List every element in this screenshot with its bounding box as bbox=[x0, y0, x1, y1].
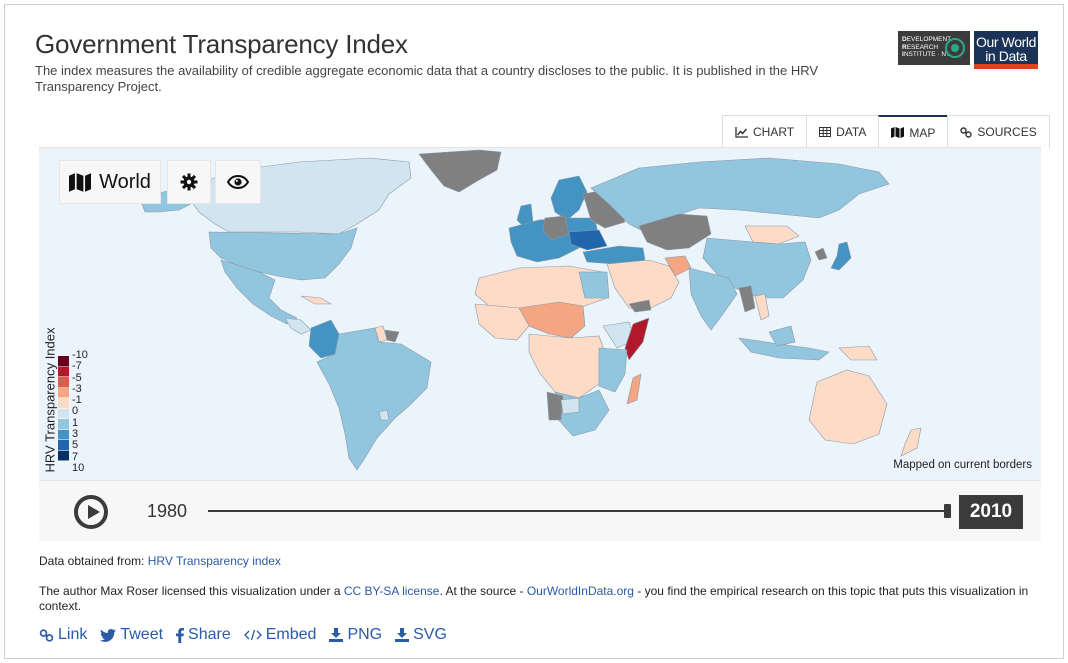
region-middle-east bbox=[606, 259, 680, 311]
our-world-in-data-logo[interactable]: Our World in Data bbox=[974, 31, 1038, 69]
link-icon bbox=[960, 126, 973, 138]
region-madagascar bbox=[626, 373, 642, 405]
region-turkey bbox=[582, 245, 646, 265]
legend-swatch bbox=[58, 398, 69, 409]
region-central-asia-no-data bbox=[638, 213, 712, 251]
region-australia bbox=[808, 369, 888, 445]
download-icon bbox=[395, 628, 410, 642]
visibility-button[interactable] bbox=[215, 160, 261, 204]
timeline-start-year: 1980 bbox=[147, 501, 188, 521]
region-scandinavia bbox=[550, 175, 588, 221]
tab-chart[interactable]: CHART bbox=[722, 115, 808, 148]
legend-swatch bbox=[58, 366, 69, 377]
legend-swatch bbox=[58, 356, 69, 367]
link-icon bbox=[39, 628, 54, 642]
legend-swatches bbox=[58, 356, 69, 461]
timeline-slider-handle[interactable] bbox=[944, 504, 951, 518]
region-central-africa bbox=[528, 333, 608, 399]
settings-button[interactable] bbox=[167, 160, 211, 204]
region-niger-chad bbox=[518, 301, 586, 339]
share-bar: Link Tweet Share Embed PNG SVG bbox=[39, 626, 447, 644]
legend-swatch bbox=[58, 408, 69, 419]
license-link[interactable]: CC BY-SA license bbox=[343, 584, 440, 598]
facebook-icon bbox=[176, 627, 185, 643]
borders-note: Mapped on current borders bbox=[893, 459, 1032, 471]
data-source: Data obtained from: HRV Transparency ind… bbox=[39, 554, 281, 568]
page-subtitle: The index measures the availability of c… bbox=[35, 63, 819, 94]
region-botswana bbox=[560, 397, 580, 415]
timeline-slider-track[interactable] bbox=[208, 510, 948, 512]
logos: DEVELOPMENT RESEARCH INSTITUTE · NYU Our… bbox=[898, 31, 1038, 69]
download-png-button[interactable]: PNG bbox=[329, 626, 382, 644]
map-viewport[interactable]: World HRV Transparency Index bbox=[39, 147, 1041, 480]
region-south-america bbox=[316, 327, 432, 471]
page-title: Government Transparency Index bbox=[35, 29, 408, 59]
facebook-share-button[interactable]: Share bbox=[176, 626, 231, 644]
region-east-africa bbox=[598, 347, 628, 393]
page-frame: Government Transparency Index The index … bbox=[4, 4, 1064, 659]
gear-icon bbox=[180, 173, 198, 191]
region-borneo bbox=[768, 325, 796, 347]
legend-swatch bbox=[58, 419, 69, 430]
map-icon bbox=[891, 127, 905, 138]
table-icon bbox=[819, 127, 832, 137]
view-tabs: CHART DATA MAP SOURCES bbox=[722, 115, 1050, 148]
region-greenland bbox=[418, 149, 502, 193]
region-myanmar-no-data bbox=[738, 285, 756, 313]
legend-swatch bbox=[58, 387, 69, 398]
region-russia bbox=[590, 157, 890, 233]
embed-button[interactable]: Embed bbox=[243, 626, 316, 644]
tab-data[interactable]: DATA bbox=[806, 115, 880, 148]
download-icon bbox=[329, 628, 344, 642]
region-namibia-no-data bbox=[546, 391, 564, 421]
region-vietnam bbox=[754, 293, 770, 321]
source-link[interactable]: HRV Transparency index bbox=[147, 554, 281, 568]
embed-code-icon bbox=[243, 629, 262, 641]
legend-labels: -10 -7 -5 -3 -1 0 1 3 5 7 10 bbox=[72, 349, 88, 474]
color-legend: HRV Transparency Index -10 -7 -5 -3 -1 0 bbox=[41, 327, 111, 480]
region-mongolia bbox=[744, 225, 800, 245]
download-svg-button[interactable]: SVG bbox=[395, 626, 447, 644]
region-png bbox=[838, 345, 878, 361]
dri-nyu-logo[interactable]: DEVELOPMENT RESEARCH INSTITUTE · NYU bbox=[898, 31, 970, 65]
tab-sources[interactable]: SOURCES bbox=[947, 115, 1050, 148]
dri-globe-icon bbox=[945, 38, 965, 58]
region-west-africa bbox=[474, 303, 530, 341]
legend-title: HRV Transparency Index bbox=[42, 327, 58, 473]
region-new-zealand bbox=[900, 427, 922, 457]
twitter-icon bbox=[100, 628, 117, 642]
region-uruguay bbox=[378, 409, 390, 421]
legend-swatch bbox=[58, 450, 69, 461]
play-icon[interactable] bbox=[74, 495, 108, 529]
region-selector-button[interactable]: World bbox=[59, 160, 161, 204]
timeline-selected-year: 2010 bbox=[959, 495, 1023, 529]
eye-icon bbox=[227, 175, 249, 189]
region-yemen-no-data bbox=[628, 299, 652, 313]
region-somalia bbox=[624, 317, 650, 361]
region-japan bbox=[830, 241, 852, 271]
region-usa bbox=[208, 227, 358, 281]
region-romania-bulgaria bbox=[568, 229, 608, 251]
line-chart-icon bbox=[735, 126, 748, 138]
region-cuba bbox=[300, 295, 333, 305]
region-egypt bbox=[578, 271, 610, 299]
region-colombia bbox=[308, 319, 340, 359]
region-india bbox=[688, 267, 738, 331]
region-suriname bbox=[384, 329, 400, 343]
tab-map[interactable]: MAP bbox=[878, 115, 949, 148]
timeline: 1980 2010 bbox=[39, 480, 1041, 541]
legend-swatch bbox=[58, 377, 69, 388]
map-icon bbox=[69, 172, 92, 192]
owid-site-link[interactable]: OurWorldInData.org bbox=[526, 584, 634, 598]
region-germany-no-data bbox=[542, 215, 570, 241]
region-afghanistan bbox=[664, 255, 692, 277]
license-text: The author Max Roser licensed this visua… bbox=[39, 584, 1029, 613]
tweet-button[interactable]: Tweet bbox=[100, 626, 163, 644]
share-link-button[interactable]: Link bbox=[39, 626, 87, 644]
region-north-korea bbox=[814, 247, 828, 261]
legend-swatch bbox=[58, 429, 69, 440]
legend-swatch bbox=[58, 440, 69, 451]
region-central-america bbox=[284, 317, 312, 335]
